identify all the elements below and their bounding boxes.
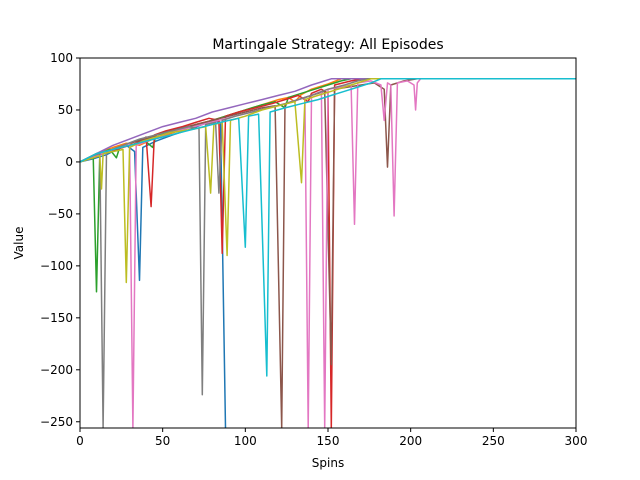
x-axis: 0 50 100 150 200 250 300 [76, 428, 587, 448]
y-tick-label: −200 [40, 363, 73, 377]
y-tick-label: −50 [48, 207, 73, 221]
y-tick-label: 50 [58, 103, 73, 117]
chart-title: Martingale Strategy: All Episodes [212, 37, 443, 53]
y-axis-label: Value [12, 227, 26, 260]
x-tick-label: 200 [399, 434, 422, 448]
series-line-4 [80, 78, 576, 428]
y-tick-label: −150 [40, 311, 73, 325]
series-line-9 [80, 78, 576, 284]
series-layer [80, 78, 576, 428]
x-tick-label: 0 [76, 434, 84, 448]
y-tick-label: −100 [40, 259, 73, 273]
series-line-5 [80, 78, 576, 163]
x-tick-label: 100 [234, 434, 257, 448]
y-tick-label: 100 [50, 51, 73, 65]
x-tick-label: 50 [155, 434, 170, 448]
x-tick-label: 300 [565, 434, 588, 448]
y-tick-label: 0 [65, 155, 73, 169]
x-tick-label: 250 [482, 434, 505, 448]
x-tick-label: 150 [317, 434, 340, 448]
y-axis: 100 50 0 −50 −100 −150 −200 −250 [40, 51, 80, 429]
y-tick-label: −250 [40, 415, 73, 429]
x-axis-label: Spins [312, 456, 344, 470]
series-line-10 [80, 78, 576, 377]
